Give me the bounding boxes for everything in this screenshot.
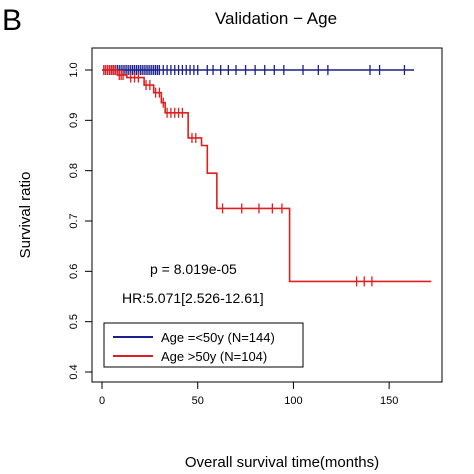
hr-annotation: HR:5.071[2.526-12.61]	[122, 290, 264, 306]
legend-label-1: Age >50y (N=104)	[161, 349, 267, 364]
x-axis-label: Overall survival time(months)	[185, 454, 379, 471]
y-tick-label: 0.4	[68, 364, 80, 379]
x-axis: 0 50 100 150	[99, 382, 398, 407]
x-tick-label: 50	[192, 395, 204, 407]
x-tick-label: 150	[380, 395, 398, 407]
y-tick-label: 0.8	[68, 163, 80, 178]
y-tick-label: 0.6	[68, 264, 80, 279]
y-axis-label: Survival ratio	[17, 172, 34, 259]
y-tick-label: 0.9	[68, 113, 80, 128]
km-curve-1	[102, 69, 432, 283]
y-tick-label: 1.0	[68, 62, 80, 77]
panel-letter: B	[2, 4, 22, 37]
legend-label-0: Age =<50y (N=144)	[161, 330, 275, 345]
x-tick-label: 100	[284, 395, 302, 407]
legend: Age =<50y (N=144) Age >50y (N=104)	[103, 322, 304, 368]
chart-title: Validation − Age	[215, 9, 337, 28]
y-tick-label: 0.7	[68, 213, 80, 228]
series-layer	[102, 65, 432, 287]
plot-frame	[91, 47, 443, 383]
legend-box	[103, 322, 304, 368]
x-tick-label: 0	[99, 395, 105, 407]
y-axis: 0.4 0.5 0.6 0.7 0.8 0.9 1.0	[68, 62, 92, 380]
y-tick-label: 0.5	[68, 314, 80, 329]
p-value-annotation: p = 8.019e-05	[150, 261, 237, 277]
